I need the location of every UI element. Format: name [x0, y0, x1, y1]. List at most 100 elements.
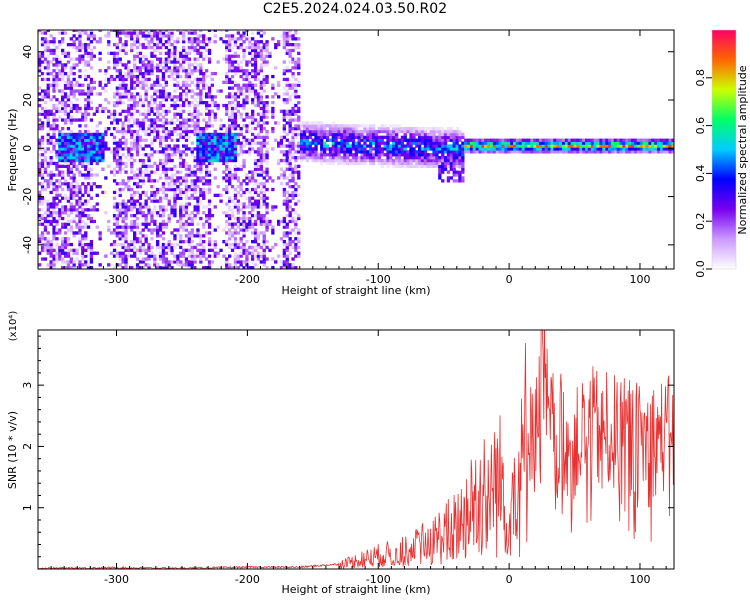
spectrogram-cell — [625, 138, 629, 142]
spectrogram-cell — [340, 124, 344, 128]
spectrogram-cell — [323, 135, 327, 139]
spectrogram-cell — [429, 138, 433, 142]
spectrogram-cell — [662, 147, 666, 151]
spectrogram-cell — [38, 127, 42, 131]
spectrogram-cell — [196, 37, 200, 41]
spectrogram-cell — [205, 205, 209, 209]
spectrogram-cell — [449, 167, 453, 171]
spectrogram-cell — [351, 138, 356, 142]
spectrogram-cell — [46, 83, 50, 87]
spectrogram-cell — [282, 60, 286, 64]
spectrogram-cell — [84, 106, 88, 111]
spectrogram-cell — [253, 245, 258, 250]
spectrogram-cell — [205, 156, 209, 160]
spectrogram-cell — [449, 158, 453, 163]
spectrogram-cell — [161, 109, 166, 113]
spectrogram-cell — [193, 156, 197, 160]
spectrogram-cell — [61, 66, 65, 70]
spectrogram-cell — [193, 103, 197, 108]
spectrogram-cell — [441, 135, 445, 139]
spectrogram-cell — [182, 89, 186, 93]
spectrogram-cell — [61, 127, 65, 131]
spectrogram-cell — [52, 124, 56, 128]
spectrogram-cell — [182, 158, 186, 163]
spectrogram-cell — [196, 109, 200, 113]
spectrogram-cell — [167, 263, 171, 267]
spectrogram-cell — [86, 208, 91, 212]
spectrogram-cell — [55, 141, 59, 145]
spectrogram-cell — [248, 77, 252, 82]
spectrogram-cell — [107, 263, 111, 267]
spectrogram-cell — [438, 161, 442, 166]
spectrogram-cell — [527, 138, 531, 142]
spectrogram-cell — [654, 150, 658, 154]
spectrogram-cell — [202, 254, 206, 258]
spectrogram-cell — [43, 101, 48, 105]
spectrogram-cell — [446, 164, 451, 168]
spectrogram-cell — [253, 63, 258, 67]
spectrogram-cell — [291, 176, 295, 180]
spectrogram-cell — [49, 173, 53, 177]
spectrogram-cell — [141, 158, 145, 163]
spectrogram-cell — [668, 150, 672, 154]
spectrogram-cell — [130, 77, 134, 82]
spectrogram-cell — [291, 153, 295, 157]
spectrogram-cell — [202, 144, 206, 148]
spectrogram-cell — [406, 164, 410, 168]
spectrogram-cell — [179, 74, 183, 79]
spectrogram-cell — [49, 214, 53, 218]
spectrogram-cell — [124, 245, 128, 250]
spectrogram-cell — [61, 95, 65, 99]
spectrogram-cell — [179, 176, 183, 180]
spectrogram-cell — [130, 222, 134, 226]
spectrogram-cell — [251, 225, 255, 229]
spectrogram-cell — [228, 234, 232, 238]
spectrogram-cell — [403, 132, 407, 137]
spectrogram-cell — [104, 83, 108, 87]
spectrogram-cell — [95, 185, 99, 189]
spectrogram-cell — [225, 45, 229, 50]
spectrogram-cell — [636, 141, 641, 145]
spectrogram-cell — [115, 251, 119, 255]
spectrogram-cell — [288, 60, 292, 64]
spectrogram-cell — [207, 266, 212, 269]
spectrogram-cell — [423, 161, 428, 166]
spectrogram-cell — [366, 156, 370, 160]
spectrogram-cell — [138, 121, 143, 125]
spectrogram-cell — [602, 144, 606, 148]
spectrogram-cell — [130, 164, 134, 168]
spectrogram-cell — [156, 124, 160, 128]
spectrogram-cell — [141, 60, 145, 64]
spectrogram-cell — [52, 208, 56, 212]
spectrogram-cell — [248, 72, 252, 76]
spectrogram-cell — [86, 193, 91, 197]
spectrogram-cell — [573, 138, 577, 142]
spectrogram-cell — [205, 48, 209, 53]
spectrogram-cell — [112, 77, 117, 82]
spectrogram-cell — [161, 214, 166, 218]
spectrogram-cell — [222, 158, 226, 163]
spectrogram-cell — [372, 141, 376, 145]
spectrogram-cell — [135, 45, 140, 50]
spectrogram-cell — [245, 228, 249, 232]
spectrogram-cell — [124, 43, 128, 47]
spectrogram-cell — [124, 182, 128, 186]
spectrogram-cell — [429, 161, 433, 166]
spectrogram-cell — [251, 101, 255, 105]
spectrogram-cell — [121, 167, 125, 171]
spectrogram-cell — [38, 164, 42, 168]
spectrogram-cell — [147, 72, 151, 76]
spectrogram-cell — [179, 205, 183, 209]
spectrogram-cell — [115, 144, 119, 148]
spectrogram-cell — [285, 92, 289, 96]
spectrogram-cell — [216, 103, 220, 108]
spectrogram-cell — [184, 77, 189, 82]
spectrogram-cell — [141, 34, 145, 38]
spectrogram-cell — [443, 164, 448, 168]
spectrogram-cell — [135, 37, 140, 41]
spectrogram-cell — [219, 150, 223, 154]
spectrogram-cell — [130, 147, 134, 151]
spectrogram-cell — [438, 173, 442, 177]
spectrogram-cell — [423, 132, 428, 137]
spectrogram-cell — [576, 144, 580, 148]
